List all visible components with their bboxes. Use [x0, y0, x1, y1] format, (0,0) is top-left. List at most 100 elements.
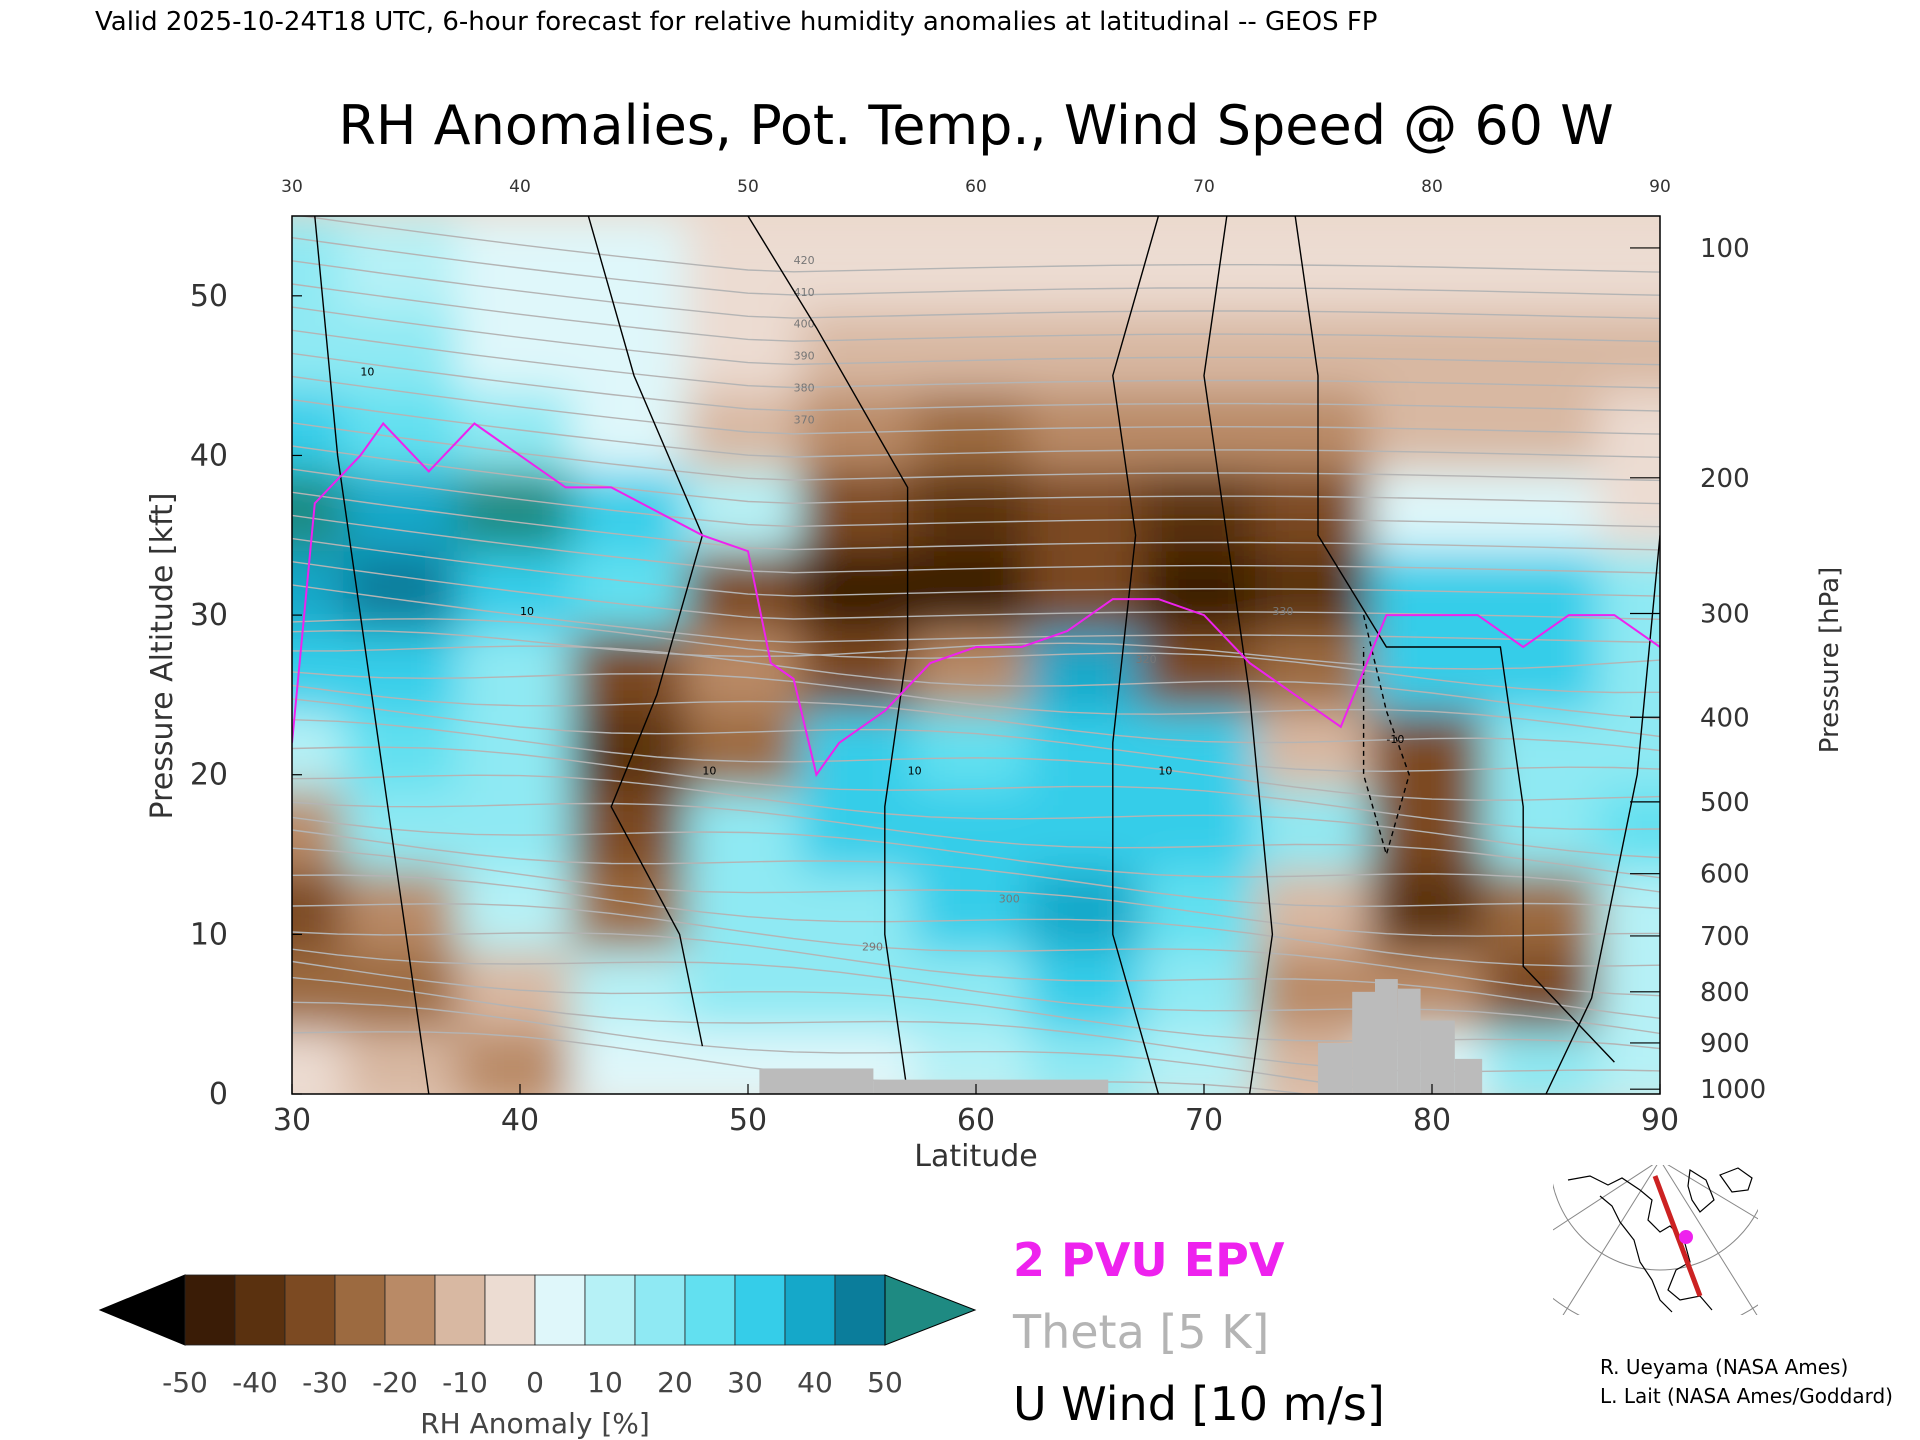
- colorbar-segment: [534, 1274, 586, 1346]
- chart-title: RH Anomalies, Pot. Temp., Wind Speed @ 6…: [338, 94, 1613, 157]
- y-axis-ticks: 0 10 20 30 40 50 100 200 300 400 500 600 700 800 900 10…: [190, 234, 1766, 1112]
- rh-cell: [799, 216, 925, 312]
- theta-label: 320: [1136, 653, 1157, 666]
- x-tick-label-top: 80: [1421, 177, 1443, 197]
- u-wind-label: 10: [360, 366, 374, 379]
- rh-cell: [1141, 455, 1267, 552]
- colorbar-segment: [434, 1274, 486, 1346]
- theta-contour: [292, 399, 1660, 458]
- map-coastline: [1687, 1168, 1715, 1213]
- rh-cell: [1027, 455, 1153, 552]
- x-tick-label-bottom: 50: [729, 1103, 767, 1138]
- rh-cell: [343, 455, 469, 552]
- map-parallel-60: [1553, 1183, 1758, 1271]
- colorbar-segment: [834, 1274, 886, 1346]
- terrain-block: [873, 1079, 1109, 1094]
- x-tick-label-bottom: 80: [1413, 1103, 1451, 1138]
- u-wind-contour: [1294, 216, 1615, 1063]
- rh-cell: [913, 455, 1039, 552]
- u-wind-contours: 10 10 10 10 10 -10: [314, 216, 1660, 1094]
- colorbar-tick-label: -40: [232, 1366, 278, 1399]
- x-tick-label-top: 90: [1649, 177, 1671, 197]
- x-tick-label-top: 50: [737, 177, 759, 197]
- theta-contour: [292, 306, 1660, 366]
- theta-label: 410: [794, 286, 815, 299]
- theta-label: 380: [794, 382, 815, 395]
- rh-cell: [343, 216, 469, 312]
- u-wind-contour: [1545, 535, 1660, 1094]
- map-meridian: [1553, 1165, 1654, 1231]
- y-tick-label-left: 40: [190, 438, 228, 473]
- theta-label: 390: [794, 350, 815, 363]
- theta-contour: [297, 216, 1660, 273]
- terrain-block: [1397, 988, 1421, 1094]
- y-tick-label-left: 10: [190, 917, 228, 952]
- terrain-block: [1352, 991, 1375, 1094]
- colorbar-high-arrow: [884, 1274, 977, 1346]
- theta-label: 330: [1272, 605, 1293, 618]
- rh-cell: [1369, 216, 1495, 312]
- rh-cell: [1369, 455, 1495, 552]
- colorbar-segment: [584, 1274, 636, 1346]
- y-tick-label-right: 200: [1700, 464, 1750, 494]
- colorbar-label: RH Anomaly [%]: [420, 1407, 650, 1440]
- y-tick-label-right: 900: [1700, 1029, 1750, 1059]
- colorbar-low-arrow: [98, 1274, 186, 1346]
- theta-contour: [292, 684, 1660, 752]
- legend-uwind: U Wind [10 m/s]: [1013, 1377, 1385, 1431]
- x-tick-label-top: 60: [965, 177, 987, 197]
- rh-cell: [343, 694, 469, 791]
- colorbar-tick-label: -30: [302, 1366, 348, 1399]
- theta-contour: [292, 874, 1660, 967]
- rh-cell: [571, 216, 697, 312]
- x-tick-label-bottom: 70: [1185, 1103, 1223, 1138]
- theta-label: 300: [999, 892, 1020, 905]
- colorbar-tick-label: -10: [442, 1366, 488, 1399]
- map-meridian: [1662, 1165, 1758, 1315]
- colorbar-tick-label: 0: [526, 1366, 544, 1399]
- theta-contour: [292, 847, 1660, 937]
- terrain-block: [1420, 1020, 1455, 1094]
- colorbar-segment: [484, 1274, 536, 1346]
- u-wind-contour: [747, 216, 909, 1094]
- rh-cell: [913, 216, 1039, 312]
- rh-cell: [1597, 216, 1660, 312]
- terrain-block: [1318, 1042, 1353, 1094]
- x-tick-label-top: 30: [281, 177, 303, 197]
- rh-cell: [913, 694, 1039, 791]
- rh-colorbar: -50 -40 -30 -20 -10 0 10 20 30 40 50: [98, 1274, 977, 1399]
- rh-cell: [685, 694, 811, 791]
- y-tick-label-right: 500: [1700, 788, 1750, 818]
- x-tick-label-top: 70: [1193, 177, 1215, 197]
- rh-cell: [1255, 216, 1381, 312]
- theta-contour: [292, 237, 1660, 296]
- colorbar-tick-label: -20: [372, 1366, 418, 1399]
- theta-contour: [292, 948, 1660, 1035]
- theta-label: 370: [794, 414, 815, 427]
- colorbar-tick-label: 10: [587, 1366, 623, 1399]
- u-wind-contour: [314, 216, 430, 1094]
- cross-section-line: [1652, 1175, 1703, 1297]
- theta-contour: [292, 584, 1660, 644]
- colorbar-tick-label: -50: [162, 1366, 208, 1399]
- theta-contour: [292, 746, 1660, 831]
- u-wind-contour: [1203, 216, 1274, 1094]
- terrain-block: [1375, 979, 1398, 1094]
- map-meridian: [1562, 1165, 1658, 1315]
- y-tick-label-left: 30: [190, 598, 228, 633]
- theta-contour: [292, 931, 1660, 1019]
- rh-cell: [1027, 216, 1153, 312]
- colorbar-segment: [684, 1274, 736, 1346]
- x-tick-label-bottom: 30: [273, 1103, 311, 1138]
- valid-time-header: Valid 2025-10-24T18 UTC, 6-hour forecast…: [95, 7, 1377, 37]
- theta-contour: [292, 629, 1660, 670]
- y-axis-label-left: Pressure Altitude [kft]: [145, 493, 180, 820]
- colorbar-segment: [734, 1274, 786, 1346]
- colorbar-segment: [634, 1274, 686, 1346]
- rh-cell: [685, 216, 811, 312]
- colorbar-segment: [784, 1274, 836, 1346]
- theta-contour: [292, 445, 1660, 505]
- theta-contour: [292, 329, 1660, 389]
- theta-contour: [292, 801, 1660, 879]
